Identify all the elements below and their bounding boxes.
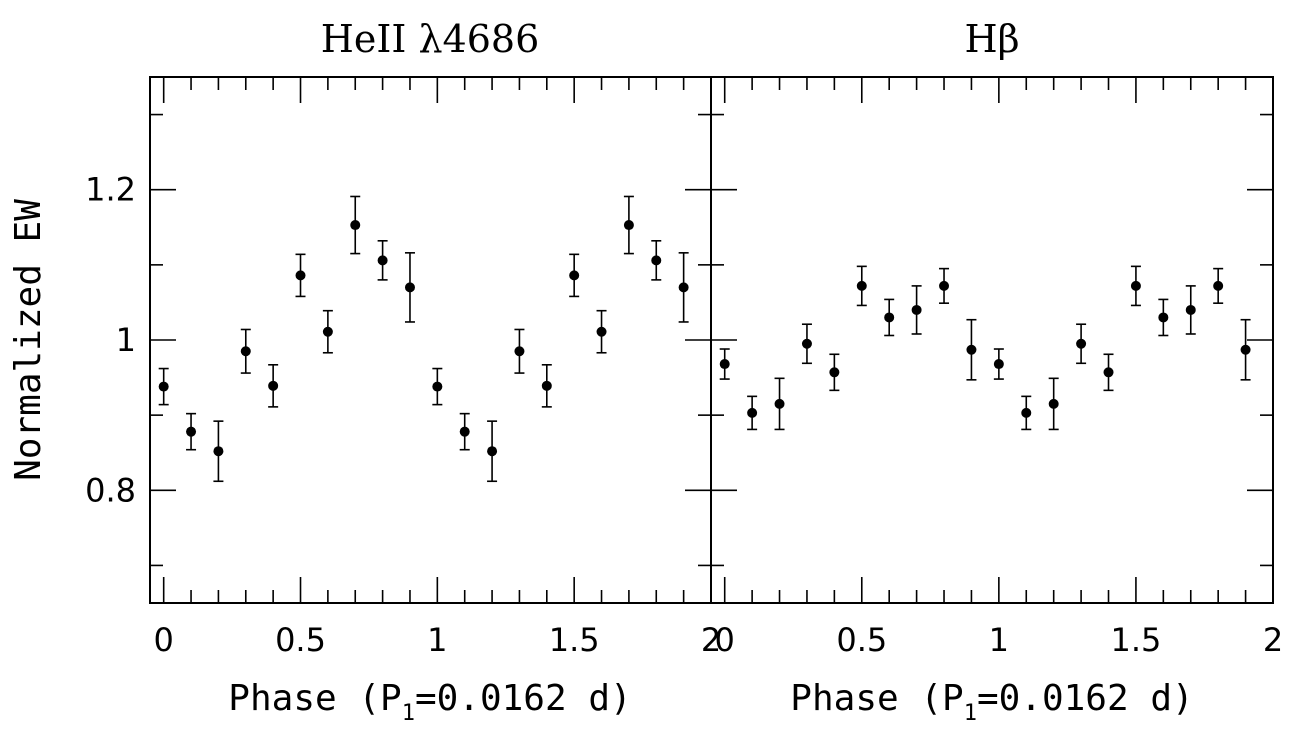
- data-point: [295, 270, 306, 281]
- data-point: [1240, 344, 1251, 355]
- data-point: [186, 426, 197, 437]
- data-point: [1130, 280, 1141, 291]
- panel-heii-xlabel-sub: 1: [402, 701, 415, 726]
- x-tick-label-heii: 0.5: [275, 621, 326, 659]
- y-tick-label-heii: 1.2: [85, 171, 136, 209]
- data-point: [541, 380, 552, 391]
- data-point: [514, 346, 525, 357]
- x-tick-label-hbeta: 1.5: [1110, 621, 1161, 659]
- data-point: [240, 346, 251, 357]
- data-point: [966, 344, 977, 355]
- x-tick-label-hbeta: 2: [1263, 621, 1283, 659]
- data-point: [651, 255, 662, 266]
- data-point: [829, 367, 840, 378]
- data-point: [322, 326, 333, 337]
- data-point: [404, 282, 415, 293]
- data-point: [459, 426, 470, 437]
- data-point: [596, 326, 607, 337]
- data-point: [350, 220, 361, 231]
- data-point: [569, 270, 580, 281]
- x-tick-label-heii: 0: [154, 621, 174, 659]
- data-point: [747, 407, 758, 418]
- panel-heii-marks: 0 0.5 1 1.5 2 0.8 1 1.2: [85, 77, 721, 659]
- data-point: [719, 359, 730, 370]
- x-tick-label-hbeta: 1: [989, 621, 1009, 659]
- panel-hbeta-marks: 0 0.5 1 1.5 2: [711, 77, 1283, 659]
- panel-heii-xlabel-tail: =0.0162 d): [415, 678, 632, 719]
- data-point: [1048, 398, 1059, 409]
- x-tick-label-hbeta: 0: [715, 621, 735, 659]
- data-point: [158, 381, 169, 392]
- y-axis-label: Normalized EW: [8, 199, 49, 481]
- data-point: [774, 398, 785, 409]
- data-point: [487, 446, 498, 457]
- x-tick-label-heii: 2: [701, 621, 721, 659]
- data-point: [1158, 312, 1169, 323]
- panel-hbeta: Hβ Phase (P1=0.0162 d) 0 0.5 1 1.5 2: [710, 17, 1283, 726]
- panel-heii-xlabel: Phase (P1=0.0162 d): [228, 678, 631, 726]
- x-tick-label-heii: 1: [427, 621, 447, 659]
- x-tick-label-hbeta: 0.5: [836, 621, 887, 659]
- panel-heii-title: HeII λ4686: [321, 17, 540, 61]
- data-point: [1185, 304, 1196, 315]
- panel-hbeta-xlabel-main: Phase (P: [790, 678, 963, 719]
- data-point: [678, 282, 689, 293]
- y-tick-label-heii: 0.8: [85, 471, 136, 509]
- panel-hbeta-xlabel: Phase (P1=0.0162 d): [790, 678, 1193, 726]
- data-point: [1021, 407, 1032, 418]
- data-point: [884, 312, 895, 323]
- data-point: [1213, 280, 1224, 291]
- data-point: [939, 280, 950, 291]
- data-point: [268, 380, 279, 391]
- data-point: [1076, 338, 1087, 349]
- data-point: [801, 338, 812, 349]
- data-point: [911, 304, 922, 315]
- panel-heii-xlabel-main: Phase (P: [228, 678, 401, 719]
- data-point: [377, 255, 388, 266]
- panel-hbeta-xlabel-tail: =0.0162 d): [977, 678, 1194, 719]
- data-point: [1103, 367, 1114, 378]
- data-point: [623, 220, 634, 231]
- data-point: [213, 446, 224, 457]
- panel-hbeta-title: Hβ: [964, 17, 1019, 61]
- panel-hbeta-frame: [710, 76, 1274, 604]
- data-point: [993, 359, 1004, 370]
- panel-heii: HeII λ4686 Phase (P1=0.0162 d) Normalize…: [8, 17, 721, 726]
- x-tick-label-heii: 1.5: [549, 621, 600, 659]
- data-point: [432, 381, 443, 392]
- data-point: [856, 280, 867, 291]
- panel-heii-frame: [149, 76, 712, 604]
- y-tick-label-heii: 1: [116, 321, 136, 359]
- panel-hbeta-xlabel-sub: 1: [964, 701, 977, 726]
